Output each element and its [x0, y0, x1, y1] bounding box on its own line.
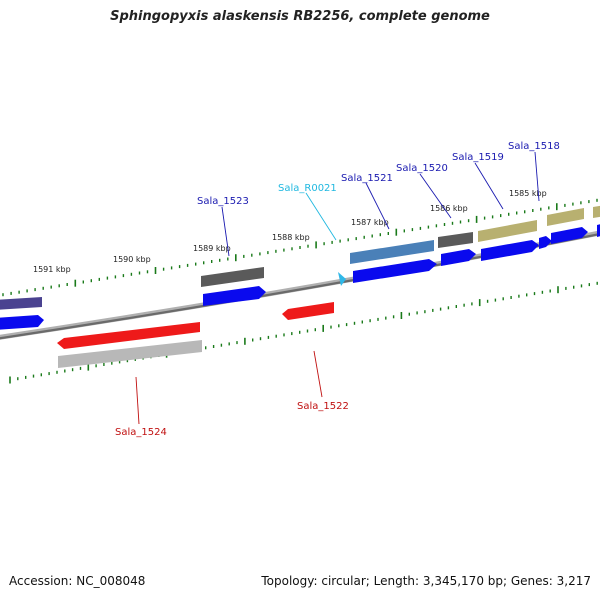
cds-arrow-sala-1520	[441, 249, 476, 266]
gene-labels: Sala_1518 Sala_1519 Sala_1520 Sala_1521 …	[115, 141, 560, 438]
gene-feature-purple-left	[0, 297, 42, 310]
scale-label-1587: 1587 kbp	[351, 218, 389, 227]
gene-feature-sala-1519	[478, 220, 537, 242]
gene-feature-sala-1524-shadow	[58, 340, 202, 368]
accession-text: Accession: NC_008048	[9, 574, 146, 588]
gene-label-sala-1523[interactable]: Sala_1523	[197, 196, 249, 207]
gene-label-sala-1518[interactable]: Sala_1518	[508, 141, 560, 152]
gene-feature-olive-right	[547, 208, 584, 226]
gene-label-sala-1522[interactable]: Sala_1522	[297, 401, 349, 412]
scale-label-1589: 1589 kbp	[193, 244, 231, 253]
scale-label-1588: 1588 kbp	[272, 233, 310, 242]
leader-sala-1519	[474, 162, 504, 210]
leader-sala-1524	[135, 376, 140, 425]
gene-label-sala-1520[interactable]: Sala_1520	[396, 163, 448, 174]
cds-arrow-sala-1518	[539, 236, 552, 249]
gene-feature-sala-1521	[350, 240, 434, 264]
rna-feature-sala-r0021	[338, 272, 346, 286]
scale-label-1590: 1590 kbp	[113, 255, 151, 264]
leader-sala-1522	[313, 350, 323, 398]
gene-feature-sala-1523	[201, 267, 264, 287]
label-leaders	[135, 151, 540, 425]
leader-sala-1518	[534, 151, 540, 202]
page-title: Sphingopyxis alaskensis RB2256, complete…	[110, 9, 490, 24]
gene-label-sala-1521[interactable]: Sala_1521	[341, 173, 393, 184]
cds-arrow-right	[551, 227, 588, 244]
gene-label-sala-r0021[interactable]: Sala_R0021	[278, 183, 337, 194]
gene-feature-sala-1522	[282, 302, 334, 320]
cds-arrow-sala-1521	[353, 259, 437, 283]
inner-scale-ring	[9, 281, 598, 384]
gene-label-sala-1524[interactable]: Sala_1524	[115, 427, 167, 438]
leader-sala-r0021	[305, 192, 337, 241]
scale-label-1591: 1591 kbp	[33, 265, 71, 274]
leader-sala-1521	[365, 182, 390, 230]
scale-label-1585: 1585 kbp	[509, 189, 547, 198]
genome-summary-text: Topology: circular; Length: 3,345,170 bp…	[261, 574, 591, 588]
cds-arrow-sala-1523	[203, 286, 266, 306]
gene-feature-sala-1524	[57, 322, 200, 349]
scale-label-1586: 1586 kbp	[430, 204, 468, 213]
gene-label-sala-1519[interactable]: Sala_1519	[452, 152, 504, 163]
leader-sala-1520	[419, 173, 452, 219]
cds-arrow-sala-1519	[481, 240, 539, 261]
cds-arrow-edge	[597, 224, 600, 237]
gene-feature-olive-edge	[593, 205, 600, 218]
cds-arrow-left	[0, 315, 44, 330]
scale-labels: 1585 kbp 1586 kbp 1587 kbp 1588 kbp 1589…	[33, 189, 547, 274]
leader-sala-1523	[221, 206, 230, 257]
gene-feature-sala-1520	[438, 232, 473, 248]
feature-tracks	[0, 205, 600, 368]
outer-scale-ring	[2, 198, 598, 297]
